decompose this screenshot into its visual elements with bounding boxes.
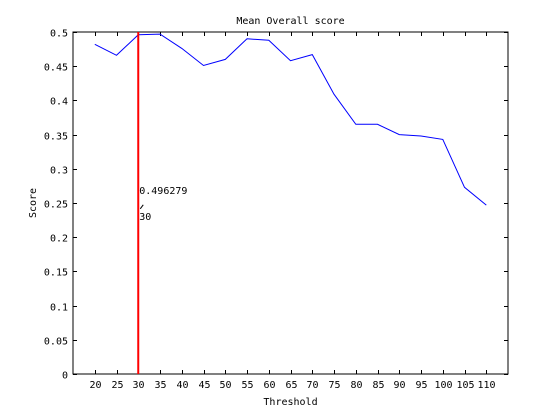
x-tick-label: 25	[111, 380, 123, 391]
marker-value-label: 0.496279	[139, 186, 187, 197]
x-tick-label: 55	[241, 380, 253, 391]
x-tick-label: 50	[219, 380, 231, 391]
y-tick-label: 0.5	[50, 29, 68, 40]
x-tick-label: 85	[372, 380, 384, 391]
x-tick-label: 105	[456, 380, 474, 391]
y-tick-label: 0.4	[50, 97, 68, 108]
y-axis-label: Score	[28, 188, 39, 218]
x-tick-label: 70	[306, 380, 318, 391]
x-tick-label: 45	[198, 380, 210, 391]
y-tick-label: 0.35	[44, 132, 68, 143]
x-tick-label: 35	[154, 380, 166, 391]
x-axis-label: Threshold	[263, 397, 317, 408]
plot-area-frame	[72, 31, 509, 375]
y-tick-label: 0	[62, 371, 68, 382]
x-tick-label: 90	[393, 380, 405, 391]
x-tick-label: 20	[89, 380, 101, 391]
y-tick-label: 0.2	[50, 234, 68, 245]
marker-x-label: 30	[139, 212, 151, 223]
y-tick-label: 0.1	[50, 303, 68, 314]
marker-pointer	[139, 204, 144, 210]
x-tick-label: 65	[285, 380, 297, 391]
x-tick-label: 110	[477, 380, 495, 391]
y-tick-label: 0.05	[44, 337, 68, 348]
y-tick-label: 0.3	[50, 166, 68, 177]
x-tick-label: 30	[132, 380, 144, 391]
y-tick-label: 0.25	[44, 200, 68, 211]
x-tick-label: 80	[350, 380, 362, 391]
x-tick-label: 40	[176, 380, 188, 391]
y-tick-label: 0.45	[44, 63, 68, 74]
y-tick-label: 0.15	[44, 268, 68, 279]
x-tick-label: 60	[263, 380, 275, 391]
series-line	[94, 33, 487, 206]
chart-title: Mean Overall score	[236, 16, 344, 27]
x-tick-label: 100	[434, 380, 452, 391]
x-tick-label: 95	[415, 380, 427, 391]
x-tick-label: 75	[328, 380, 340, 391]
